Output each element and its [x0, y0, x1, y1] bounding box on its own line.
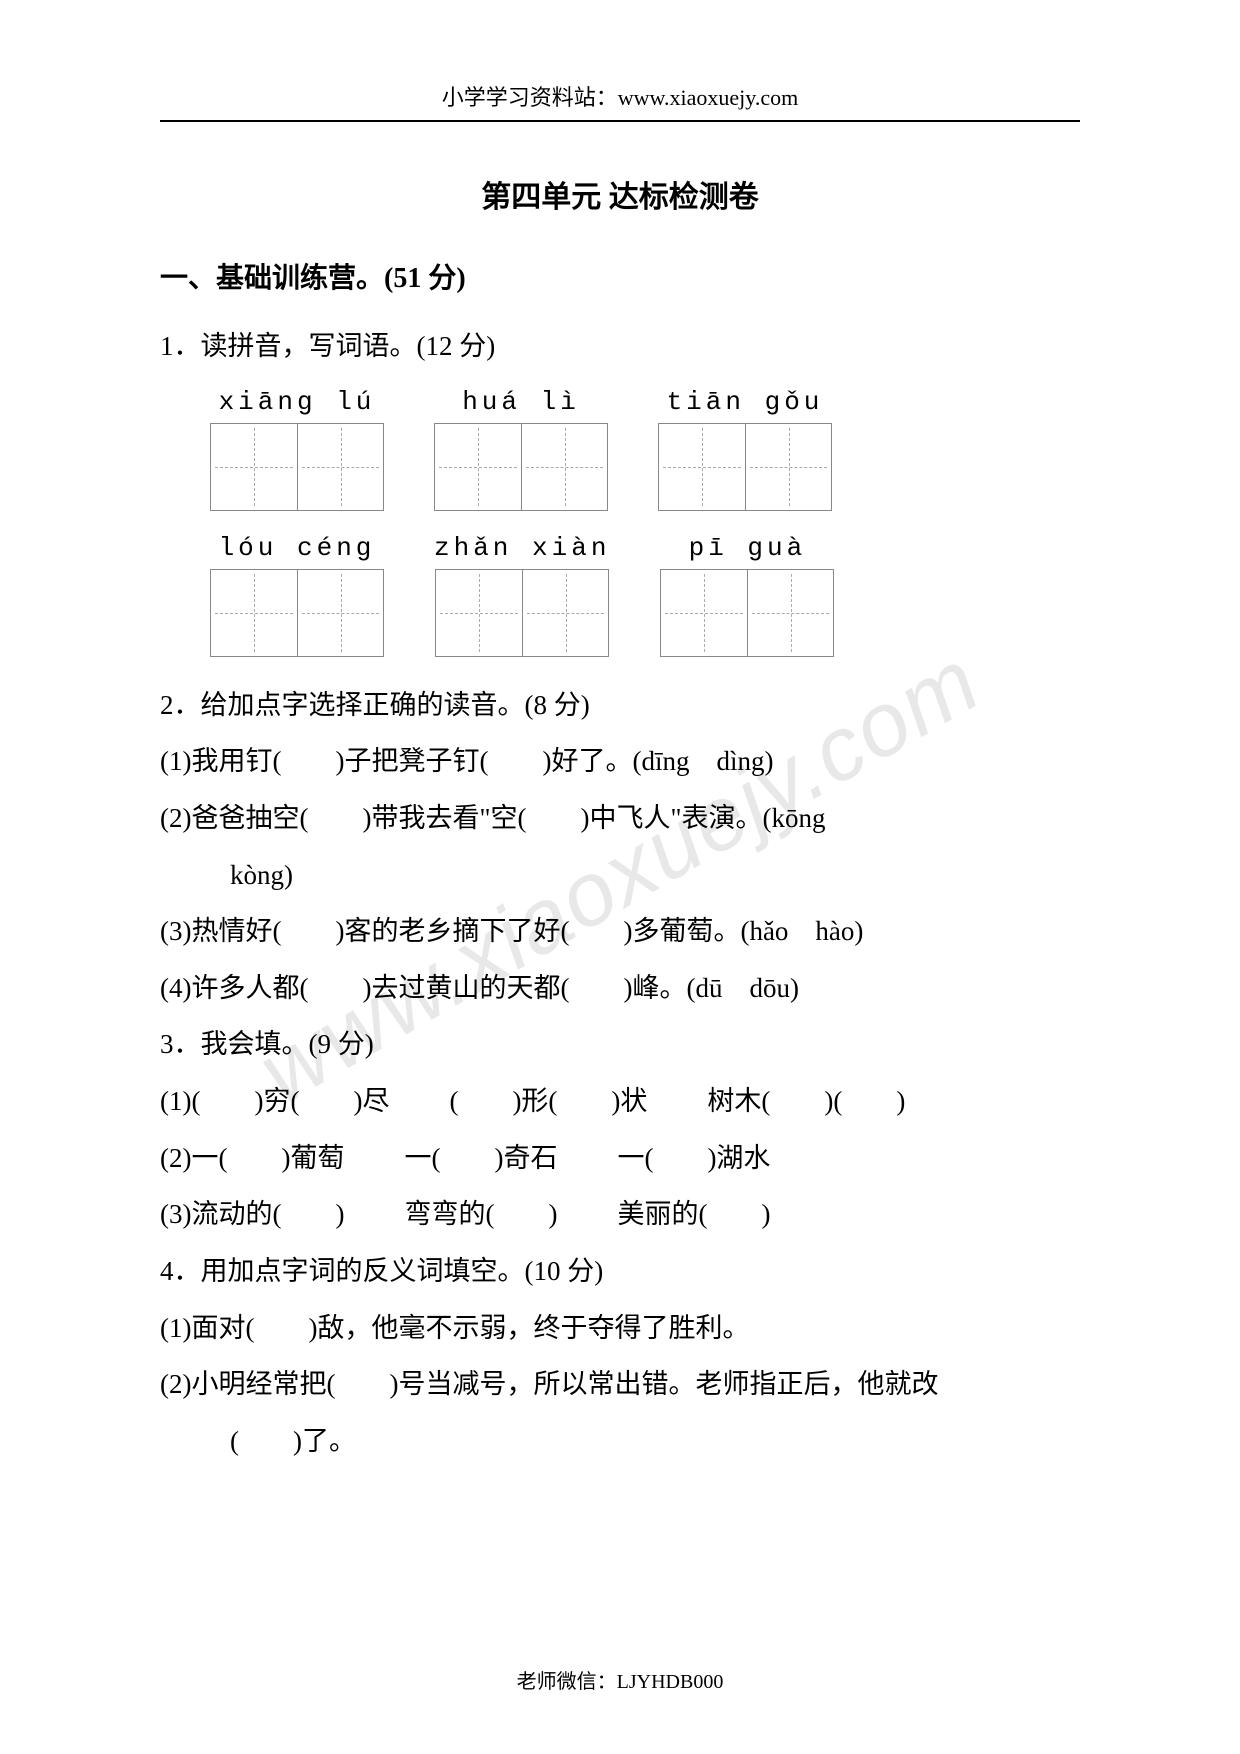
q2-item-2a: (2)爸爸抽空( )带我去看"空( )中飞人"表演。(kōng	[160, 792, 1080, 845]
char-box	[659, 424, 745, 510]
q1-row1: xiāng lú huá lì tiān gǒu	[210, 387, 1080, 511]
worksheet-title: 第四单元 达标检测卷	[160, 172, 1080, 216]
pinyin-label: huá lì	[462, 387, 580, 417]
q2-item-1: (1)我用钉( )子把凳子钉( )好了。(dīng dìng)	[160, 735, 1080, 788]
section-1-heading: 一、基础训练营。(51 分)	[160, 256, 1080, 296]
char-box	[436, 570, 522, 656]
writing-box-pair	[658, 423, 832, 511]
pinyin-cell: pī guà	[660, 533, 834, 657]
char-box	[297, 424, 383, 510]
pinyin-cell: tiān gǒu	[658, 387, 832, 511]
char-box	[521, 424, 607, 510]
page-content: 小学学习资料站：www.xiaoxuejy.com 第四单元 达标检测卷 一、基…	[0, 0, 1240, 1532]
pinyin-label: xiāng lú	[219, 387, 376, 417]
pinyin-cell: xiāng lú	[210, 387, 384, 511]
q3-cell: 一( )湖水	[617, 1132, 770, 1185]
char-box	[297, 570, 383, 656]
page-header: 小学学习资料站：www.xiaoxuejy.com	[160, 80, 1080, 122]
q4-prompt: 4．用加点字词的反义词填空。(10 分)	[160, 1245, 1080, 1298]
pinyin-cell: lóu céng	[210, 533, 384, 657]
q1-row2: lóu céng zhǎn xiàn pī guà	[210, 533, 1080, 657]
q3-row-2: (2)一( )葡萄 一( )奇石 一( )湖水	[160, 1132, 1080, 1185]
char-box	[211, 570, 297, 656]
pinyin-cell: zhǎn xiàn	[434, 533, 610, 657]
q3-cell: 美丽的( )	[617, 1188, 770, 1241]
char-box	[661, 570, 747, 656]
q4-item-2a: (2)小明经常把( )号当减号，所以常出错。老师指正后，他就改	[160, 1358, 1080, 1411]
q2-item-3: (3)热情好( )客的老乡摘下了好( )多葡萄。(hǎo hào)	[160, 905, 1080, 958]
writing-box-pair	[434, 423, 608, 511]
q3-cell: ( )形( )状	[449, 1075, 647, 1128]
q4-item-2b: ( )了。	[160, 1415, 1080, 1468]
char-box	[522, 570, 608, 656]
q4-item-1: (1)面对( )敌，他毫不示弱，终于夺得了胜利。	[160, 1302, 1080, 1355]
q3-cell: 树木( )( )	[707, 1075, 905, 1128]
q3-cell: (1)( )穷( )尽	[160, 1075, 389, 1128]
q3-cell: 一( )奇石	[404, 1132, 557, 1185]
pinyin-label: tiān gǒu	[667, 387, 824, 417]
writing-box-pair	[435, 569, 609, 657]
char-box	[745, 424, 831, 510]
writing-box-pair	[210, 423, 384, 511]
pinyin-label: zhǎn xiàn	[434, 533, 610, 563]
pinyin-cell: huá lì	[434, 387, 608, 511]
q3-prompt: 3．我会填。(9 分)	[160, 1018, 1080, 1071]
q3-row-3: (3)流动的( ) 弯弯的( ) 美丽的( )	[160, 1188, 1080, 1241]
q2-item-2b: kòng)	[160, 849, 1080, 902]
q3-cell: (3)流动的( )	[160, 1188, 344, 1241]
q2-prompt: 2．给加点字选择正确的读音。(8 分)	[160, 679, 1080, 732]
writing-box-pair	[660, 569, 834, 657]
char-box	[211, 424, 297, 510]
char-box	[435, 424, 521, 510]
pinyin-label: lóu céng	[219, 533, 376, 563]
pinyin-label: pī guà	[689, 533, 807, 563]
char-box	[747, 570, 833, 656]
q3-row-1: (1)( )穷( )尽 ( )形( )状 树木( )( )	[160, 1075, 1080, 1128]
q2-item-4: (4)许多人都( )去过黄山的天都( )峰。(dū dōu)	[160, 962, 1080, 1015]
q3-cell: 弯弯的( )	[404, 1188, 557, 1241]
writing-box-pair	[210, 569, 384, 657]
q3-cell: (2)一( )葡萄	[160, 1132, 344, 1185]
q1-prompt: 1．读拼音，写词语。(12 分)	[160, 320, 1080, 373]
page-footer: 老师微信：LJYHDB000	[0, 1665, 1240, 1694]
